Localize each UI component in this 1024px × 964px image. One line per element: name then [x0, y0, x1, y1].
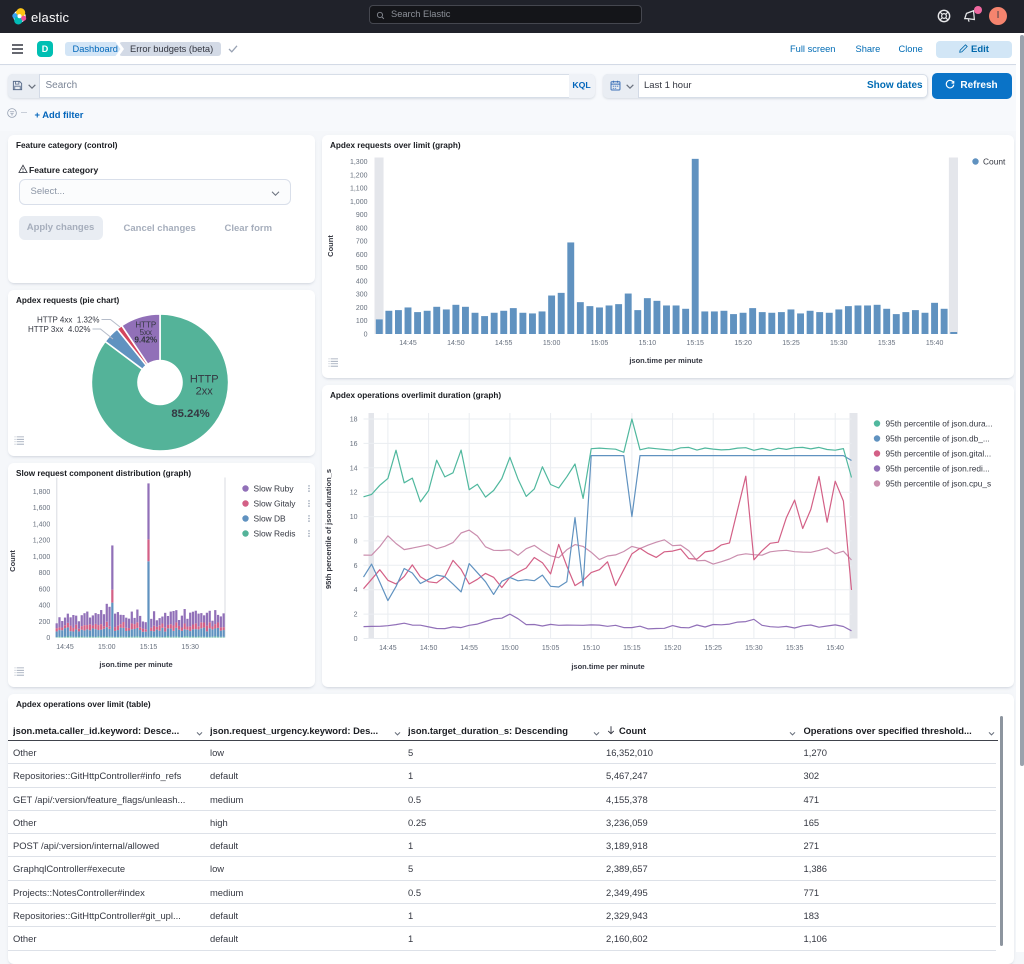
svg-text:15:10: 15:10 — [638, 340, 656, 347]
svg-text:1,400: 1,400 — [32, 521, 50, 528]
svg-text:15:25: 15:25 — [782, 340, 800, 347]
svg-text:95th percentile of json.gital.: 95th percentile of json.gital... — [885, 449, 991, 459]
svg-text:15:20: 15:20 — [734, 340, 752, 347]
svg-text:15:35: 15:35 — [877, 340, 895, 347]
svg-text:14:45: 14:45 — [56, 644, 74, 651]
svg-text:400: 400 — [355, 278, 367, 285]
svg-text:1,000: 1,000 — [32, 553, 50, 560]
svg-text:1,100: 1,100 — [349, 185, 367, 192]
svg-text:Slow Redis: Slow Redis — [253, 528, 295, 538]
svg-text:85.24%: 85.24% — [171, 408, 209, 420]
svg-text:600: 600 — [38, 586, 50, 593]
svg-text:95th percentile of json.db_...: 95th percentile of json.db_... — [885, 434, 989, 444]
svg-text:14:50: 14:50 — [419, 645, 437, 652]
svg-text:300: 300 — [355, 291, 367, 298]
svg-text:100: 100 — [355, 318, 367, 325]
svg-text:15:05: 15:05 — [541, 645, 559, 652]
svg-text:0: 0 — [353, 636, 357, 643]
svg-text:15:30: 15:30 — [745, 645, 763, 652]
svg-text:14:45: 14:45 — [379, 645, 397, 652]
svg-text:12: 12 — [349, 490, 357, 497]
svg-text:95th percentile of json.cpu_s: 95th percentile of json.cpu_s — [885, 479, 991, 489]
svg-text:HTTP 3xx 4.02%: HTTP 3xx 4.02% — [27, 325, 90, 334]
svg-text:1,600: 1,600 — [32, 505, 50, 512]
svg-text:14:55: 14:55 — [460, 645, 478, 652]
svg-text:1,200: 1,200 — [32, 537, 50, 544]
svg-text:Slow DB: Slow DB — [253, 513, 286, 523]
svg-text:HTTP 4xx 1.32%: HTTP 4xx 1.32% — [36, 315, 99, 324]
svg-text:15:20: 15:20 — [663, 645, 681, 652]
svg-text:95th percentile of json.dura..: 95th percentile of json.dura... — [885, 419, 992, 429]
svg-text:400: 400 — [38, 602, 50, 609]
svg-text:14:55: 14:55 — [494, 340, 512, 347]
svg-text:200: 200 — [38, 618, 50, 625]
svg-text:16: 16 — [349, 441, 357, 448]
svg-text:14:45: 14:45 — [399, 340, 417, 347]
svg-text:700: 700 — [355, 238, 367, 245]
svg-text:15:05: 15:05 — [590, 340, 608, 347]
svg-text:15:00: 15:00 — [501, 645, 519, 652]
svg-text:9.42%: 9.42% — [134, 335, 157, 344]
svg-text:15:40: 15:40 — [826, 645, 844, 652]
svg-text:json.time per minute: json.time per minute — [98, 660, 172, 669]
svg-text:15:15: 15:15 — [686, 340, 704, 347]
svg-text:6: 6 — [353, 563, 357, 570]
svg-text:900: 900 — [355, 212, 367, 219]
svg-text:Count: Count — [8, 549, 17, 571]
svg-text:2xx: 2xx — [195, 385, 213, 397]
svg-text:0: 0 — [363, 331, 367, 338]
svg-text:Slow Gitaly: Slow Gitaly — [253, 498, 296, 508]
svg-text:2: 2 — [353, 612, 357, 619]
svg-text:1,000: 1,000 — [349, 198, 367, 205]
svg-text:95th percentile of json.durati: 95th percentile of json.duration_s — [324, 469, 333, 589]
svg-text:95th percentile of json.redi..: 95th percentile of json.redi... — [885, 464, 989, 474]
svg-text:15:40: 15:40 — [925, 340, 943, 347]
svg-text:500: 500 — [355, 265, 367, 272]
svg-text:15:10: 15:10 — [582, 645, 600, 652]
svg-text:0: 0 — [46, 635, 50, 642]
svg-text:4: 4 — [353, 587, 357, 594]
svg-text:Count: Count — [326, 234, 335, 256]
svg-text:HTTP: HTTP — [189, 373, 218, 385]
svg-text:15:15: 15:15 — [139, 644, 157, 651]
svg-text:15:15: 15:15 — [623, 645, 641, 652]
svg-text:800: 800 — [38, 570, 50, 577]
svg-text:15:30: 15:30 — [181, 644, 199, 651]
svg-text:15:30: 15:30 — [830, 340, 848, 347]
svg-text:15:35: 15:35 — [785, 645, 803, 652]
svg-text:800: 800 — [355, 225, 367, 232]
svg-text:Slow Ruby: Slow Ruby — [253, 483, 294, 493]
svg-text:15:00: 15:00 — [98, 644, 116, 651]
svg-text:Count: Count — [983, 156, 1006, 166]
svg-text:600: 600 — [355, 251, 367, 258]
svg-text:json.time per minute: json.time per minute — [570, 662, 644, 671]
svg-text:14: 14 — [349, 465, 357, 472]
svg-text:18: 18 — [349, 417, 357, 424]
svg-text:json.time per minute: json.time per minute — [628, 356, 702, 365]
svg-text:200: 200 — [355, 305, 367, 312]
svg-text:1,300: 1,300 — [349, 159, 367, 166]
svg-text:1,200: 1,200 — [349, 172, 367, 179]
svg-text:14:50: 14:50 — [447, 340, 465, 347]
svg-text:1,800: 1,800 — [32, 489, 50, 496]
svg-text:15:25: 15:25 — [704, 645, 722, 652]
svg-text:8: 8 — [353, 538, 357, 545]
svg-text:15:00: 15:00 — [542, 340, 560, 347]
svg-text:10: 10 — [349, 514, 357, 521]
